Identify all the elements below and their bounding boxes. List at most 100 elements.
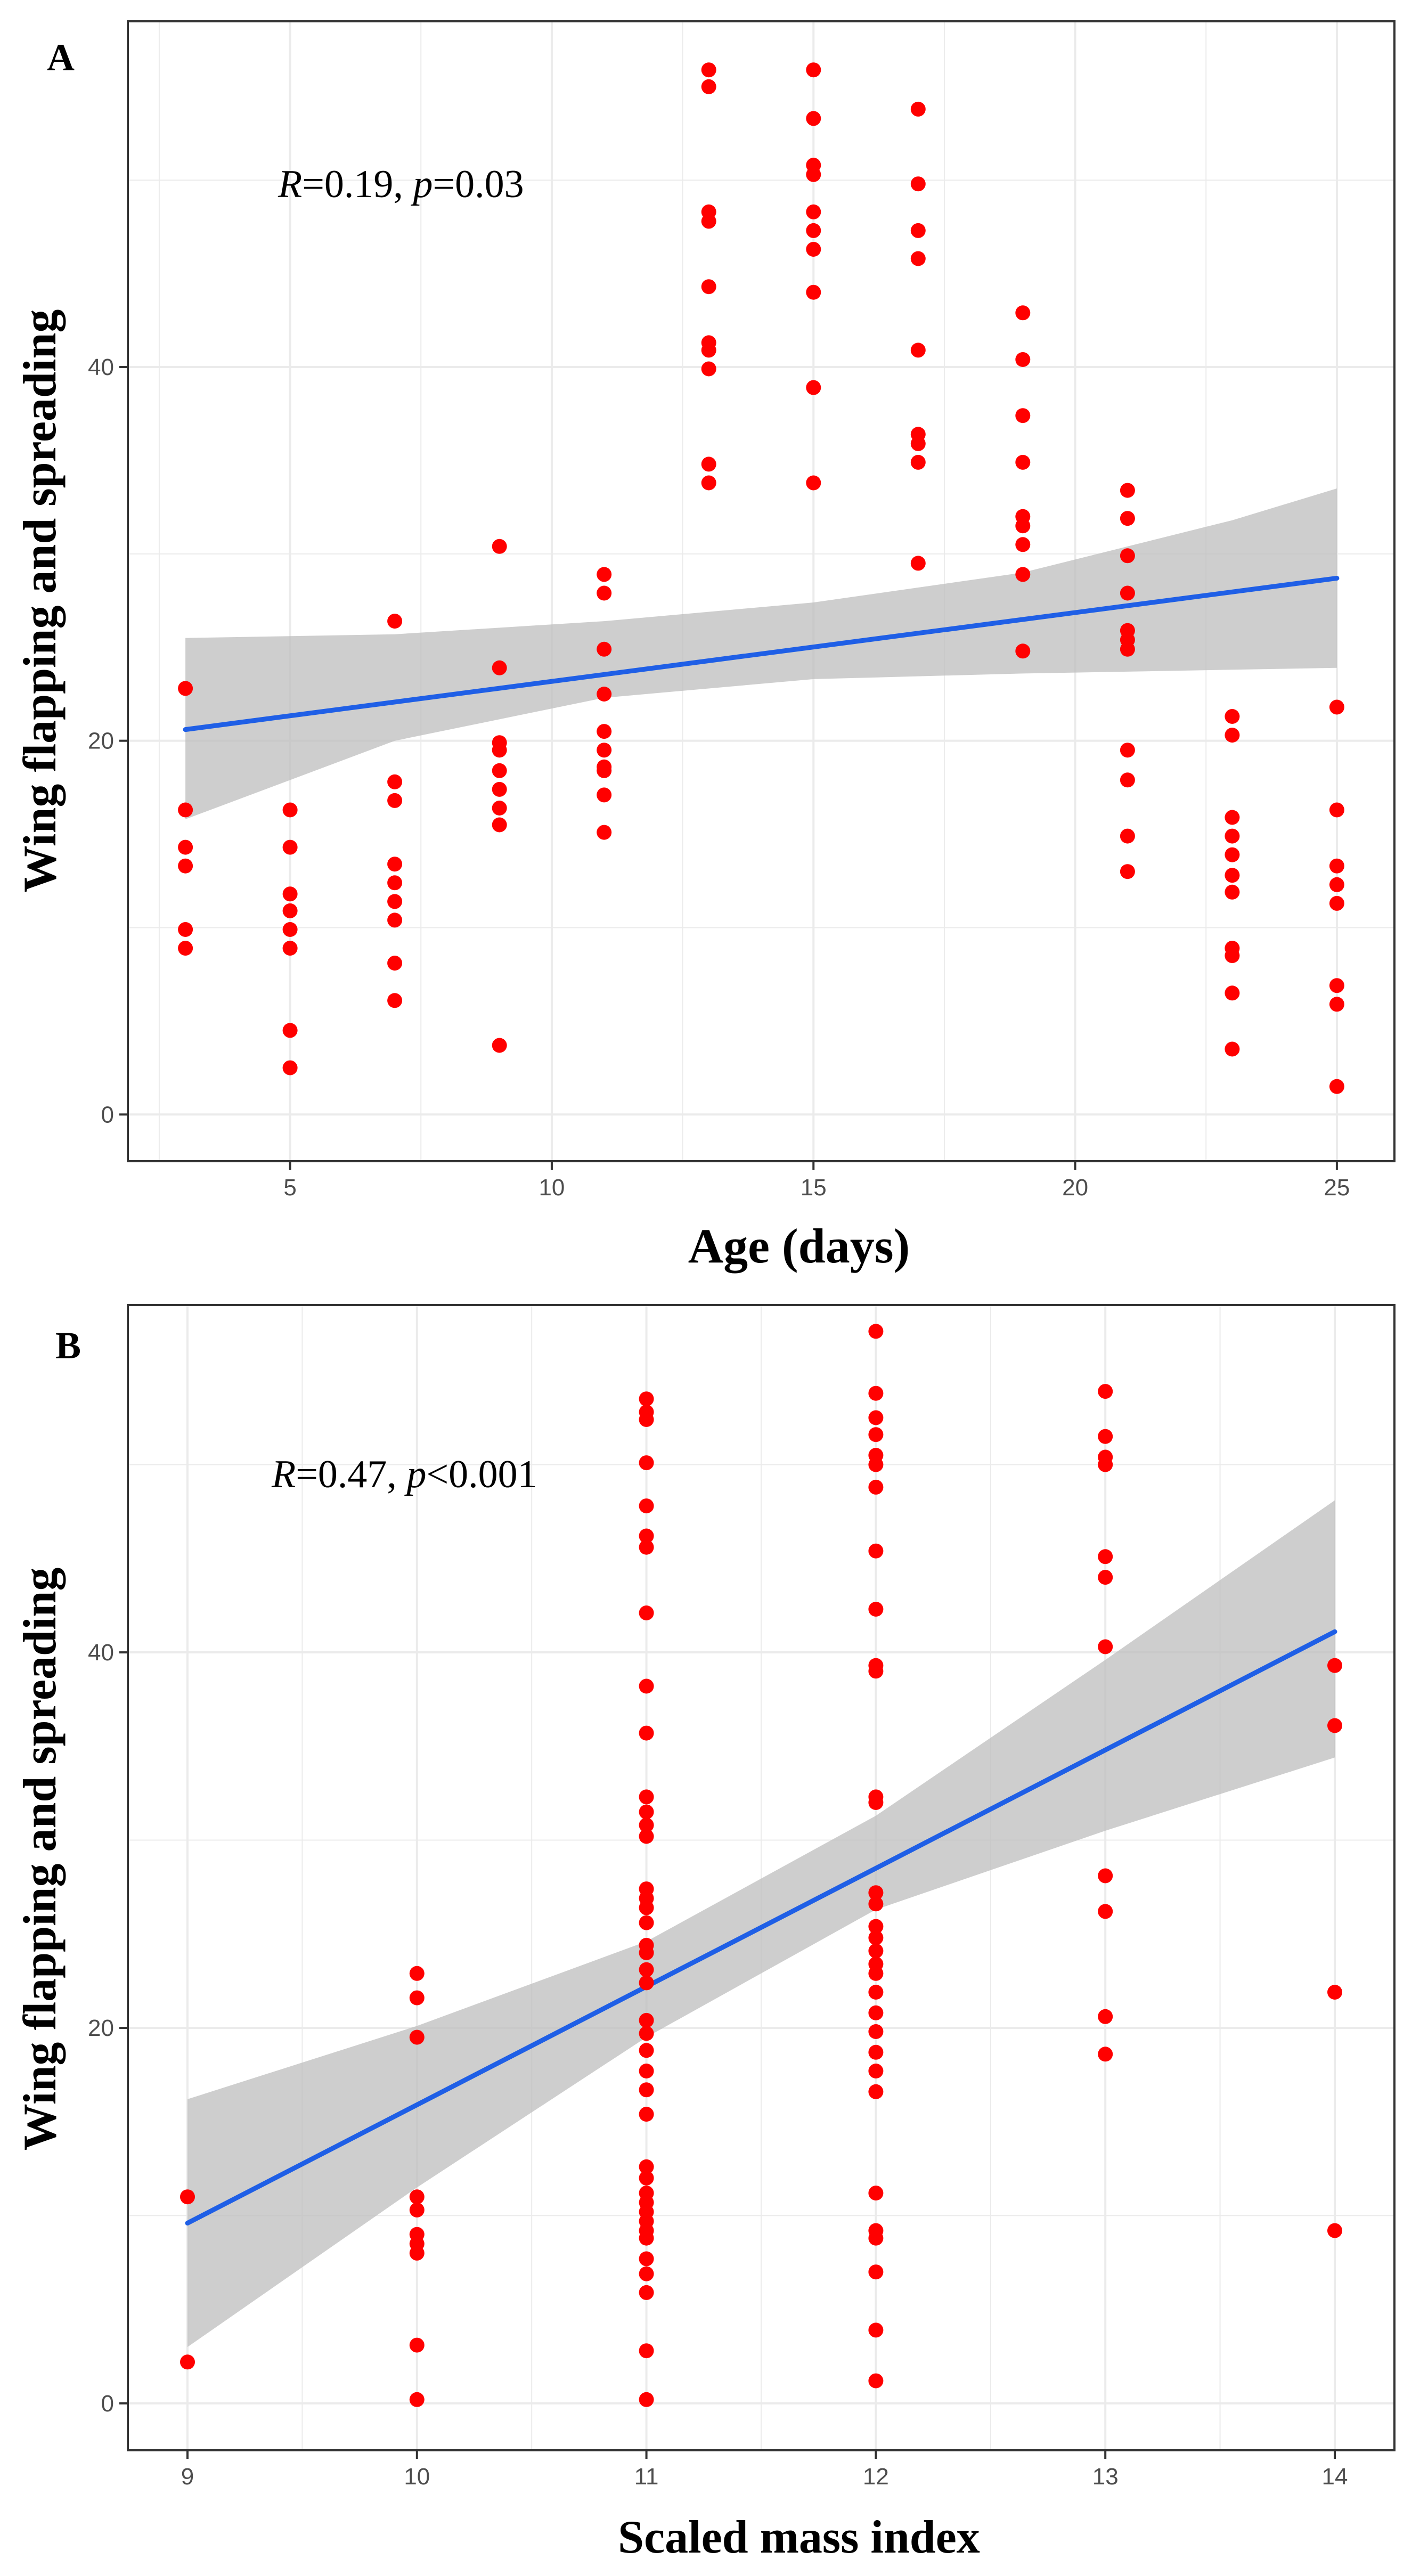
panel-b-x-tick-label: 10 (404, 2464, 430, 2490)
panel-b-data-point (868, 1457, 884, 1472)
panel-b-data-point (1327, 1718, 1342, 1733)
panel-b-p-symbol: p (404, 1453, 426, 1496)
panel-b-data-point (1098, 2047, 1113, 2062)
panel-b-data-point (639, 1725, 654, 1741)
panel-b-y-tick-label: 0 (101, 2391, 114, 2417)
panel-a-data-point (1120, 641, 1135, 657)
panel-a-data-point (1015, 643, 1031, 659)
panel-b-data-point (868, 2322, 884, 2338)
panel-a-data-point (1329, 997, 1344, 1012)
panel-b-y-tick-label: 40 (88, 1640, 114, 1666)
panel-b-plot-border (127, 1304, 1396, 2451)
panel-b-data-point (868, 1602, 884, 1617)
panel-b-data-point (180, 2189, 195, 2205)
panel-a-data-point (1329, 858, 1344, 874)
panel-a-data-point (1015, 305, 1031, 321)
panel-a-data-point (387, 793, 403, 808)
panel-b-data-point (409, 1990, 425, 2006)
panel-a-data-point (597, 787, 612, 803)
panel-b-data-point (868, 1427, 884, 1442)
panel-a-data-point (1225, 948, 1240, 964)
panel-b-plot-area: 9 10 11 12 13 14 0 20 40 (88, 1304, 1396, 2490)
panel-a-data-point (701, 62, 716, 78)
panel-b-data-point (409, 2392, 425, 2407)
panel-b-data-point (1098, 1429, 1113, 1444)
panel-b-x-tick-label: 14 (1322, 2464, 1348, 2490)
panel-a-data-point (1329, 978, 1344, 993)
panel-a-data-point (701, 343, 716, 358)
panel-a-r-symbol: R (278, 162, 302, 206)
panel-a-data-point (1329, 877, 1344, 892)
panel-a-data-point (1225, 810, 1240, 825)
panel-a-data-point (910, 251, 926, 266)
panel-a-regression-line (183, 575, 1340, 732)
panel-a-data-point (597, 825, 612, 840)
panel-a-data-point (1225, 884, 1240, 900)
panel-a-data-point (282, 1060, 298, 1075)
panel-a-data-point (701, 456, 716, 472)
panel-b-data-point (1098, 1457, 1113, 1472)
panel-b-confidence-band (187, 1500, 1335, 2347)
panel-b-data-point (868, 1385, 884, 1401)
panel-a-data-point (492, 781, 507, 797)
panel-b-data-point (639, 2159, 654, 2174)
panel-a-correlation-annotation: R=0.19, p=0.03 (278, 162, 524, 206)
panel-b-data-point (409, 2202, 425, 2218)
panel-a-plot-area: 5 10 15 20 25 0 20 40 (88, 20, 1396, 1201)
panel-b-data-point (639, 1789, 654, 1805)
panel-a-data-point (1329, 699, 1344, 715)
panel-b-data-point (639, 1804, 654, 1820)
panel-b-x-tick-label: 13 (1092, 2464, 1119, 2490)
panel-b-data-point (639, 2392, 654, 2407)
panel-a-data-point (1225, 728, 1240, 743)
panel-b-data-point (639, 1539, 654, 1555)
panel-b-data-point (1098, 1904, 1113, 1919)
panel-b-data-point (1327, 2223, 1342, 2238)
panel-a-data-point (1225, 985, 1240, 1001)
panel-a-data-point (910, 223, 926, 238)
panel-a-data-point (1225, 1041, 1240, 1057)
panel-a-data-point (597, 567, 612, 582)
panel-a-data-point (1225, 828, 1240, 844)
panel-a-data-point (1120, 828, 1135, 844)
panel-a-x-tick-label: 5 (283, 1175, 296, 1201)
panel-b-data-point (868, 1410, 884, 1425)
panel-a-data-point (178, 858, 193, 874)
panel-b-correlation-annotation: R=0.47, p<0.001 (271, 1453, 537, 1496)
panel-a-data-point (806, 111, 821, 126)
panel-a-data-point (806, 204, 821, 219)
panel-b-y-axis-title: Wing flapping and spreading (14, 1568, 66, 2151)
panel-a-data-point (806, 284, 821, 300)
panel-b-data-point (639, 1945, 654, 1960)
panel-b-data-point (1098, 1549, 1113, 1564)
panel-b-data-point (639, 2170, 654, 2186)
panel-a-x-axis-title: Age (days) (688, 1219, 910, 1273)
panel-a-data-point (282, 1023, 298, 1038)
panel-a-data-point (1015, 537, 1031, 552)
panel-b-data-point (1098, 1384, 1113, 1399)
panel-a-data-point (282, 802, 298, 818)
panel-a-data-point (1015, 454, 1031, 470)
panel-a-data-point (806, 223, 821, 238)
panel-b: B 9 10 11 12 13 14 0 20 40 R=0.47, p<0.001 Scale… (14, 1304, 1396, 2563)
panel-a-data-point (387, 857, 403, 872)
panel-b-data-point (639, 1391, 654, 1407)
panel-b-data-point (639, 2230, 654, 2246)
panel-b-data-point (409, 2029, 425, 2045)
panel-b-data-point (409, 2337, 425, 2353)
panel-b-x-tick-label: 9 (181, 2464, 194, 2490)
panel-b-data-point (639, 2012, 654, 2028)
panel-b-data-point (409, 1966, 425, 1981)
panel-a-data-point (910, 436, 926, 451)
panel-a-data-point (910, 176, 926, 192)
panel-b-data-point (868, 1919, 884, 1934)
panel-b-data-point (1098, 1868, 1113, 1884)
panel-a-data-point (701, 361, 716, 377)
panel-a-x-tick-label: 15 (801, 1175, 827, 1201)
panel-a-data-point (492, 743, 507, 758)
panel-a-data-point (597, 687, 612, 702)
panel-a-data-point (1329, 802, 1344, 818)
panel-a-y-tick-label: 20 (88, 728, 114, 754)
panel-b-data-point (868, 1885, 884, 1901)
